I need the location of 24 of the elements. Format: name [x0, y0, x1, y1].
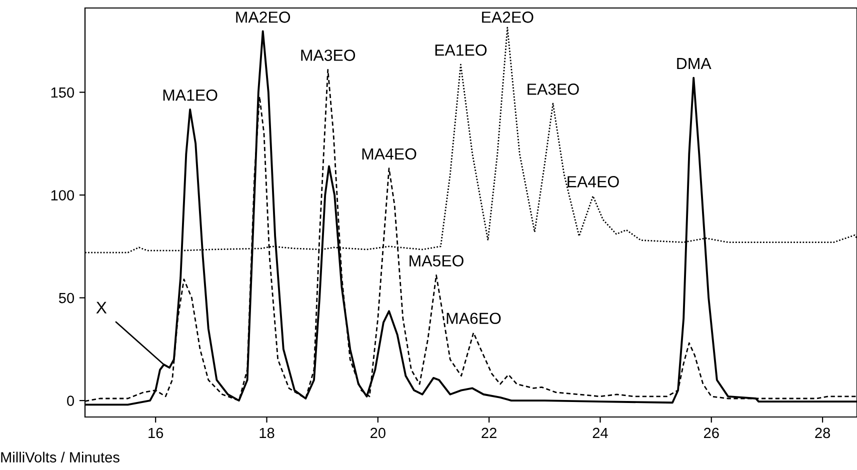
annotation: MA5EO	[410, 255, 464, 266]
annotation: EA4EO	[568, 176, 619, 188]
annotation: MA4EO	[362, 148, 416, 160]
x-axis-title: MilliVolts / Minutes	[1, 452, 120, 462]
x-tick-label: 18	[260, 428, 274, 438]
annotation: EA2EO	[482, 12, 534, 23]
annotation: MA1EO	[163, 90, 218, 101]
y-tick-label: 150	[51, 87, 74, 98]
annotation: DMA	[677, 58, 712, 70]
annotation: EA1EO	[435, 44, 487, 56]
y-tick-label: 50	[58, 292, 74, 304]
annotation: EA3EO	[528, 84, 579, 95]
annotation: X	[96, 302, 107, 314]
x-tick-label: 26	[704, 428, 719, 438]
x-tick-label: 28	[815, 428, 830, 438]
x-tick-label: 16	[148, 428, 164, 438]
y-tick-label: 0	[67, 396, 74, 406]
x-tick-label: 22	[482, 428, 496, 438]
annotation: MA2EO	[236, 12, 290, 23]
annotation: MA6EO	[446, 312, 501, 324]
x-tick-label: 20	[370, 428, 386, 438]
y-tick-label: 100	[51, 190, 74, 200]
x-tick-label: 24	[592, 428, 608, 438]
annotation: MA3EO	[301, 50, 356, 61]
